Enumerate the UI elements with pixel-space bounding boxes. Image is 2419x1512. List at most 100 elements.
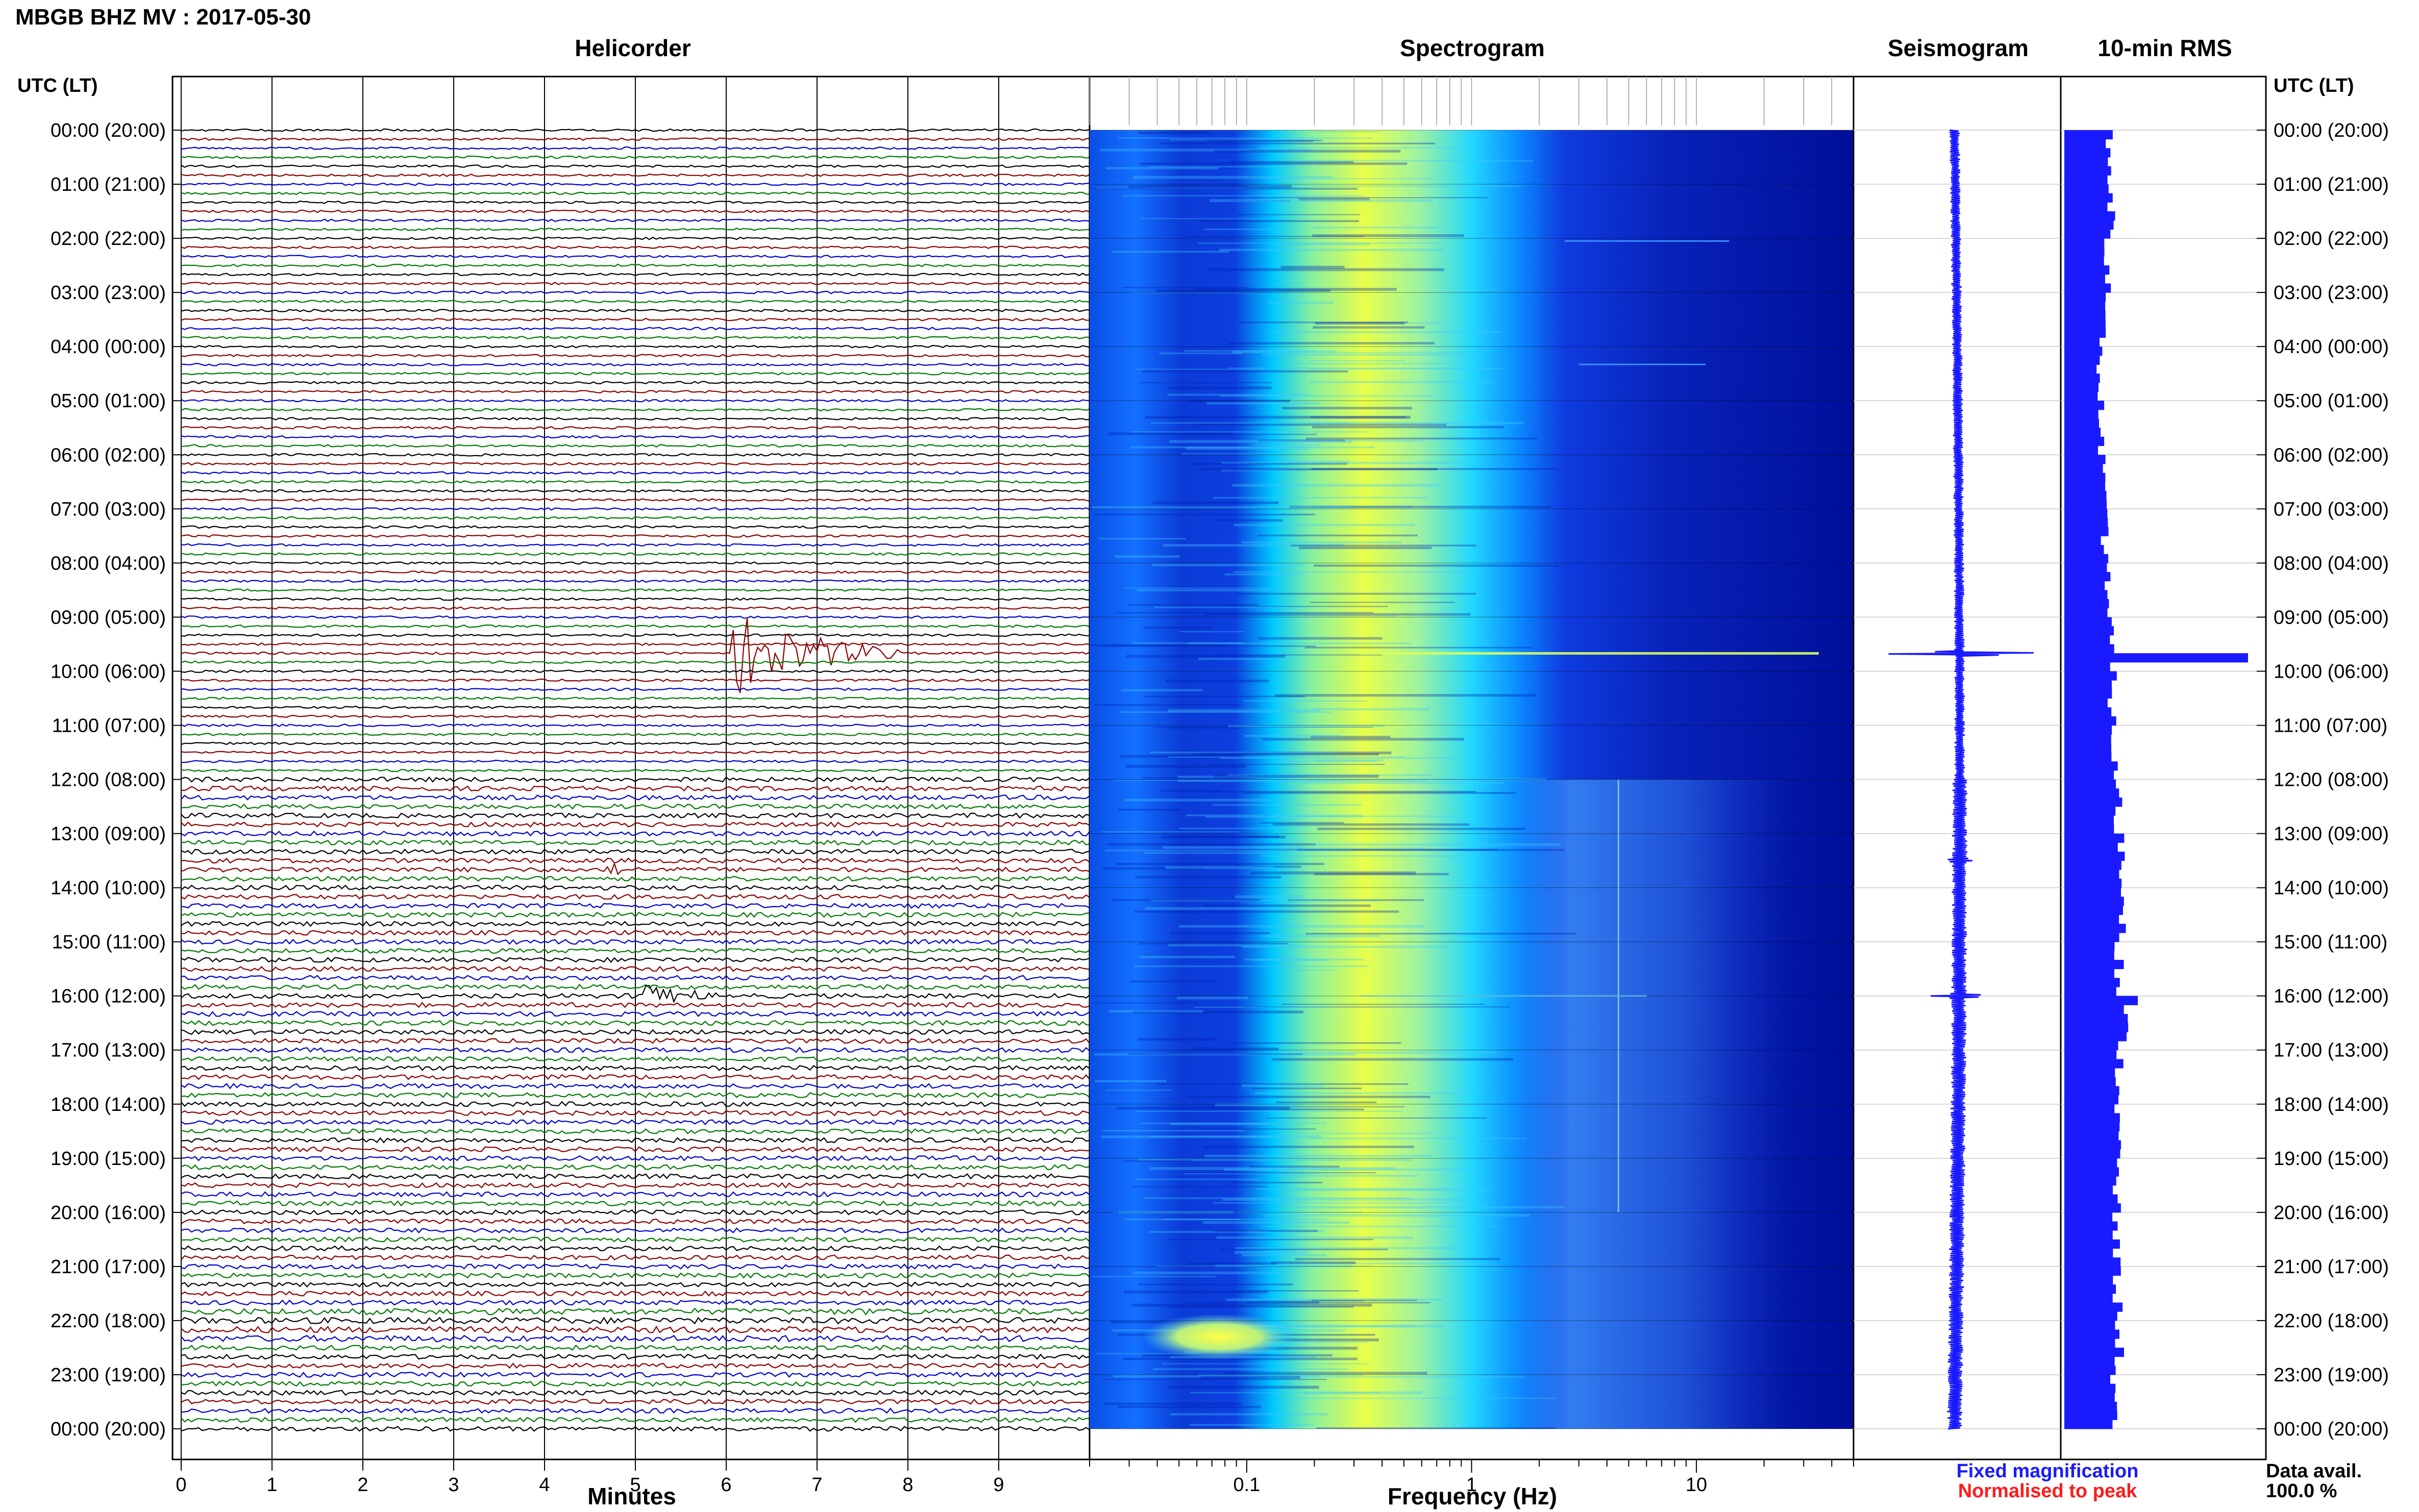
spectrogram-texture-band — [1194, 288, 1397, 291]
rms-bar — [2064, 806, 2116, 816]
time-label-left: 05:00 (01:00) — [51, 390, 166, 412]
spectrogram-texture-band — [1145, 907, 1277, 910]
rms-bar — [2064, 1158, 2117, 1168]
rms-bar — [2064, 824, 2114, 834]
rms-bar — [2064, 1393, 2115, 1402]
helicorder-trace — [181, 911, 1090, 918]
helicorder-trace — [181, 785, 1090, 792]
helicorder-trace — [181, 839, 1090, 846]
rms-bar — [2064, 599, 2109, 609]
rms-bar — [2064, 725, 2112, 735]
rms-bar — [2064, 328, 2106, 338]
helicorder-trace — [181, 1344, 1090, 1351]
helicorder-trace — [181, 948, 1090, 954]
spectrogram-texture-band — [1310, 381, 1493, 383]
rms-bar — [2064, 572, 2111, 582]
spectrogram-texture-band — [1249, 1166, 1340, 1168]
helicorder-trace — [181, 965, 1090, 972]
spectrogram-texture-band — [1257, 534, 1418, 537]
time-label-right: 09:00 (05:00) — [2274, 607, 2389, 628]
spectrogram-texture-band — [1134, 368, 1265, 370]
time-label-left: 00:00 (20:00) — [51, 1419, 166, 1440]
time-label-left: 11:00 (07:00) — [52, 715, 166, 736]
spectrogram-texture-band — [1258, 147, 1463, 149]
spectrogram-texture-band — [1111, 251, 1229, 253]
helicorder-trace — [181, 687, 1090, 691]
time-label-right: 08:00 (04:00) — [2274, 553, 2389, 574]
spectrogram-texture-band — [1157, 1083, 1409, 1085]
spectrogram-texture-band — [1227, 201, 1290, 202]
helicorder-trace — [181, 191, 1090, 195]
rms-bar — [2064, 265, 2110, 275]
spectrogram-texture-band — [1224, 573, 1302, 576]
spectrogram-texture-band — [1138, 943, 1288, 945]
helicorder-trace — [181, 1200, 1090, 1207]
rms-bar — [2064, 734, 2111, 744]
spectrogram-texture-band — [1214, 1230, 1318, 1232]
rms-bar — [2064, 1410, 2117, 1420]
rms-bar — [2064, 238, 2105, 248]
spectrogram-texture-band — [1229, 161, 1354, 163]
spectrogram-texture-band — [1247, 185, 1521, 187]
helicorder-trace — [181, 1353, 1090, 1360]
spectrogram-texture-band — [1224, 1168, 1479, 1171]
time-label-right: 02:00 (22:00) — [2274, 228, 2389, 250]
time-label-left: 20:00 (16:00) — [51, 1202, 166, 1224]
helicorder-trace — [181, 282, 1090, 285]
spectrogram-texture-band — [1316, 1427, 1556, 1429]
spectrogram-texture-band — [1124, 587, 1275, 589]
helicorder-trace — [181, 985, 1090, 1003]
spectrogram-texture-band — [1204, 228, 1275, 230]
rms-bar — [2064, 1104, 2115, 1113]
time-label-left: 19:00 (15:00) — [51, 1148, 166, 1170]
spectrogram-texture-band — [1134, 876, 1281, 879]
spectrogram-texture-band — [1132, 1271, 1289, 1275]
spectrogram-texture-band — [1314, 759, 1384, 762]
spectrogram-texture-band — [1198, 657, 1272, 660]
helicorder-frame — [171, 76, 1091, 1460]
spectrogram-texture-band — [1214, 519, 1283, 522]
rms-bar — [2064, 1095, 2118, 1105]
spectrogram-texture-band — [1221, 461, 1460, 464]
spectrogram-texture-band — [1214, 150, 1401, 153]
spectrogram-texture-band — [1305, 933, 1576, 935]
time-label-right: 10:00 (06:00) — [2274, 661, 2389, 682]
spectrogram-texture-band — [1122, 195, 1365, 197]
helicorder-trace — [181, 759, 1090, 763]
spectrogram-texture-band — [1297, 849, 1565, 851]
helicorder-trace — [181, 884, 1090, 891]
spectrogram-texture-band — [1094, 704, 1243, 706]
spectrogram-texture-band — [1096, 187, 1274, 189]
spectrogram-texture-band — [1224, 849, 1498, 851]
spectrogram-texture-band — [1114, 1211, 1363, 1213]
spectrogram-texture-band — [1178, 779, 1427, 782]
spectrogram-texture-band — [1092, 1002, 1198, 1004]
spectrogram-texture-band — [1165, 866, 1275, 869]
spectrogram-texture-band — [1313, 326, 1425, 329]
spectrogram-texture-band — [1196, 1128, 1316, 1130]
spectrogram-texture-band — [1298, 197, 1370, 201]
spectrogram-texture-band — [1243, 1006, 1510, 1008]
time-label-left: 12:00 (08:00) — [51, 770, 166, 791]
rms-bar — [2064, 662, 2110, 672]
rms-bar — [2064, 797, 2122, 807]
spectrogram-texture-band — [1125, 764, 1246, 768]
rms-bar — [2064, 1221, 2118, 1231]
legend-normalised-to-peak: Normalised to peak — [1958, 1480, 2137, 1502]
rms-bar — [2064, 256, 2104, 266]
helicorder-trace — [181, 1047, 1090, 1053]
helicorder-trace — [181, 290, 1090, 294]
spectrogram-texture-band — [1166, 679, 1269, 683]
rms-bar — [2064, 1266, 2121, 1276]
rms-bar — [2064, 1068, 2115, 1078]
minutes-tick-label: 2 — [357, 1474, 368, 1496]
time-label-left: 23:00 (19:00) — [51, 1365, 166, 1386]
spectrogram-texture-band — [1295, 1206, 1564, 1209]
spectrogram-texture-band — [1272, 823, 1470, 826]
x-axes: 0 1 2 3 4 5 6 7 8 9 0.1 1 10 — [176, 1459, 1707, 1496]
spectrogram-texture-band — [1105, 850, 1353, 852]
rms-bar — [2064, 1086, 2119, 1096]
helicorder-trace — [181, 751, 1090, 754]
spectrogram-texture-band — [1213, 497, 1429, 499]
rms-bar — [2064, 924, 2126, 933]
